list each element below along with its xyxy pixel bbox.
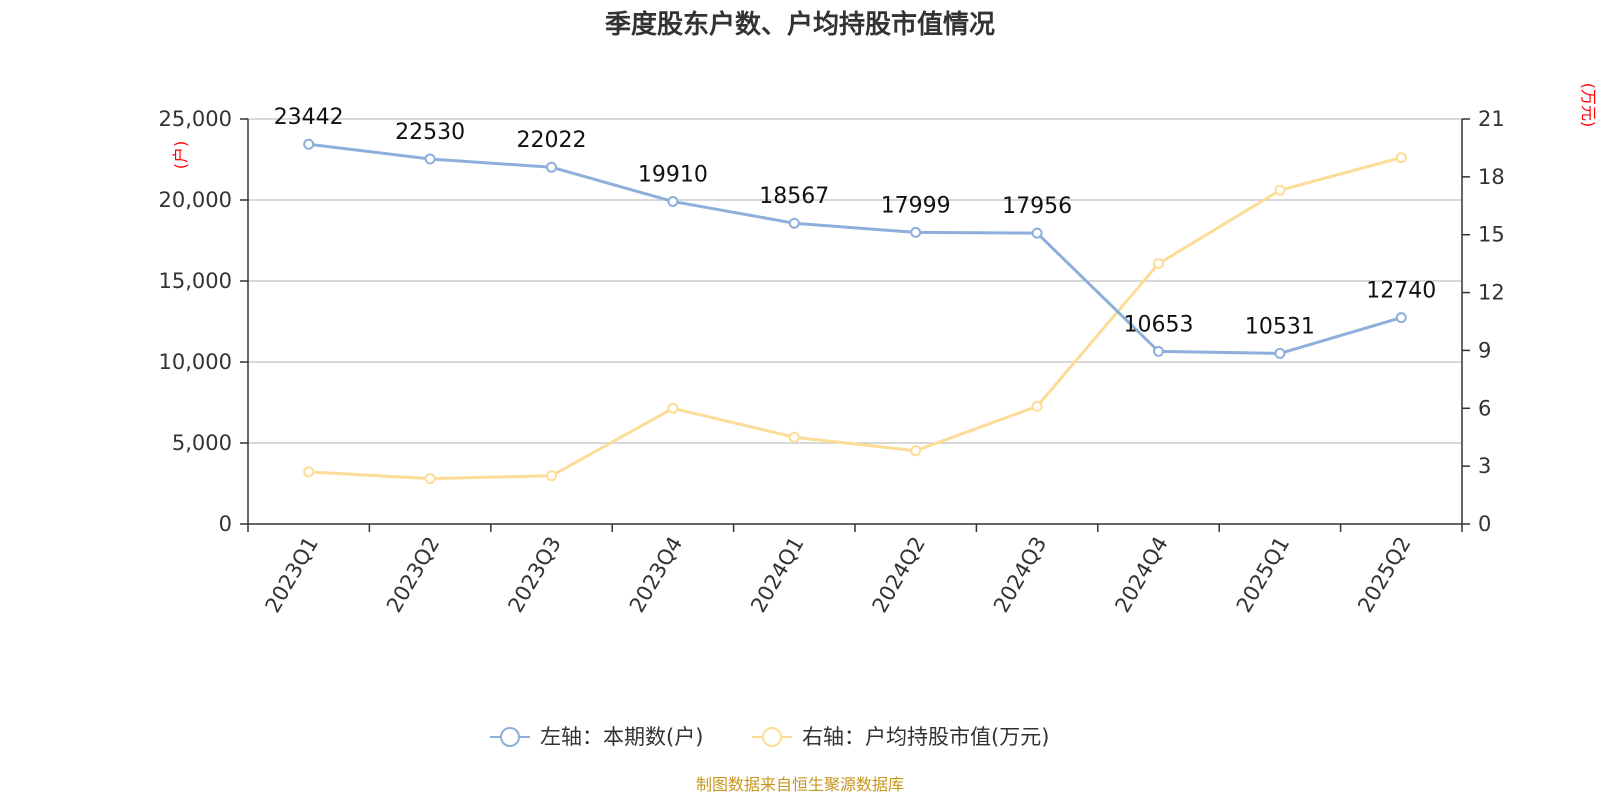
x-axis-tick-label: 2023Q4 (625, 533, 687, 617)
left-series-point[interactable] (303, 138, 315, 150)
data-label: 12740 (1366, 279, 1436, 304)
right-axis-tick-label: 9 (1478, 338, 1491, 362)
data-label: 23442 (274, 105, 344, 130)
legend-label-right-series: 右轴：户均持股市值(万元) (802, 725, 1049, 749)
left-axis-tick-label: 5,000 (172, 431, 232, 455)
right-axis-tick-label: 21 (1478, 107, 1505, 131)
left-axis-tick-label: 0 (219, 512, 232, 536)
right-series-point[interactable] (910, 445, 922, 457)
left-series-point[interactable] (546, 161, 557, 173)
legend-swatch-marker (500, 727, 520, 747)
right-axis-unit: (万元) (1579, 83, 1598, 128)
right-axis-tick-label: 12 (1478, 281, 1505, 305)
right-series-point[interactable] (1395, 152, 1407, 164)
right-series-point[interactable] (788, 431, 800, 443)
data-label: 22022 (517, 128, 587, 153)
data-label: 10531 (1245, 314, 1315, 339)
source-note: 制图数据来自恒生聚源数据库 (696, 775, 904, 794)
left-series-point[interactable] (1031, 227, 1043, 239)
left-series-line (308, 142, 1402, 355)
x-axis-tick-label: 2025Q1 (1232, 533, 1294, 617)
right-axis-tick-label: 18 (1478, 165, 1505, 189)
chart-title: 季度股东户数、户均持股市值情况 (605, 9, 995, 40)
left-axis-tick-label: 20,000 (159, 188, 232, 212)
data-label: 17999 (881, 193, 951, 218)
data-labels-layer: 23442 22530 22022 19910 18567 17999 17956 10653… (274, 105, 1437, 339)
data-label: 22530 (395, 120, 465, 145)
right-series-point[interactable] (546, 470, 557, 482)
right-series-point[interactable] (667, 402, 679, 414)
left-series-point[interactable] (788, 217, 800, 229)
left-axis-unit: (户) (171, 141, 190, 170)
right-axis-tick-label: 15 (1478, 223, 1505, 247)
legend-swatch-marker (762, 727, 782, 747)
left-series-point[interactable] (667, 195, 679, 207)
data-label: 18567 (759, 184, 829, 209)
left-axis-tick-label: 25,000 (159, 107, 232, 131)
legend-item-left-series[interactable]: 左轴：本期数(户) (490, 725, 703, 749)
series-layer (303, 138, 1407, 485)
data-label: 19910 (638, 162, 708, 187)
left-series-point[interactable] (1274, 347, 1286, 359)
legend: 左轴：本期数(户) 右轴：户均持股市值(万元) (490, 725, 1049, 749)
x-axis-tick-label: 2023Q2 (382, 533, 444, 617)
left-axis-tick-label: 15,000 (159, 269, 232, 293)
x-axis-tick-label: 2024Q1 (746, 533, 808, 617)
x-axis-tick-label: 2025Q2 (1353, 533, 1415, 617)
right-series-point[interactable] (303, 466, 315, 478)
x-axis-tick-label: 2024Q4 (1110, 533, 1172, 617)
data-label: 17956 (1002, 194, 1072, 219)
right-axis-tick-label: 0 (1478, 512, 1491, 536)
legend-label-left-series: 左轴：本期数(户) (540, 725, 703, 749)
right-series-point[interactable] (1031, 400, 1043, 412)
legend-item-right-series[interactable]: 右轴：户均持股市值(万元) (752, 725, 1049, 749)
right-axis-tick-label: 6 (1478, 396, 1491, 420)
right-series-line (308, 156, 1402, 481)
left-series-point[interactable] (910, 226, 922, 238)
left-series-point[interactable] (424, 153, 436, 165)
right-series-point[interactable] (424, 473, 436, 485)
left-axis-tick-label: 10,000 (159, 350, 232, 374)
x-axis-tick-label: 2024Q2 (868, 533, 930, 617)
left-series-point[interactable] (1153, 345, 1164, 357)
data-label: 10653 (1124, 312, 1194, 337)
x-axis-tick-label: 2024Q3 (989, 533, 1051, 617)
left-series-point[interactable] (1395, 312, 1407, 324)
right-series-point[interactable] (1274, 184, 1286, 196)
x-axis-tick-label: 2023Q1 (261, 533, 323, 617)
right-axis-tick-label: 3 (1478, 454, 1491, 478)
x-axis-tick-label: 2023Q3 (503, 533, 565, 617)
grid-layer (248, 118, 1462, 444)
right-series-point[interactable] (1153, 258, 1164, 270)
